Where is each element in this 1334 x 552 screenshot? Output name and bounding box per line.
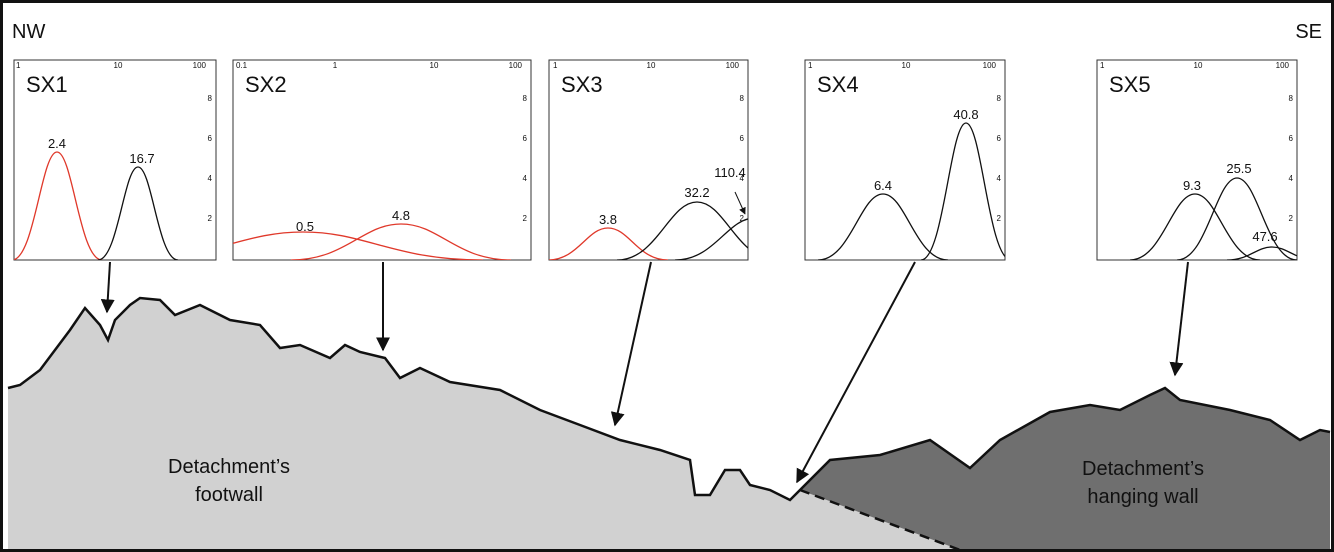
peak-label: 16.7 — [129, 151, 154, 166]
footwall-label: footwall — [195, 484, 263, 506]
peak-label: 0.5 — [296, 219, 314, 234]
top-tick-label: 1 — [808, 61, 813, 70]
top-tick-label: 100 — [1276, 61, 1290, 70]
peak-label: 4.8 — [392, 208, 410, 223]
right-tick-label: 6 — [208, 134, 213, 143]
footwall — [8, 298, 960, 550]
right-tick-label: 8 — [997, 94, 1002, 103]
right-tick-label: 2 — [1289, 214, 1294, 223]
right-tick-label: 8 — [740, 94, 745, 103]
right-tick-label: 6 — [997, 134, 1002, 143]
peak-label: 25.5 — [1226, 161, 1251, 176]
top-tick-label: 1 — [16, 61, 21, 70]
top-tick-label: 10 — [647, 61, 656, 70]
right-tick-label: 2 — [523, 214, 528, 223]
hanging-wall-label: Detachment’s — [1082, 458, 1204, 480]
panel-title: SX1 — [26, 72, 68, 97]
panel-title: SX4 — [817, 72, 859, 97]
right-tick-label: 2 — [997, 214, 1002, 223]
hanging-wall-label: hanging wall — [1087, 486, 1198, 508]
right-tick-label: 6 — [523, 134, 528, 143]
peak-label: 3.8 — [599, 212, 617, 227]
arrow — [1175, 262, 1188, 375]
right-tick-label: 4 — [1289, 174, 1294, 183]
peak-label: 40.8 — [953, 107, 978, 122]
peak-label: 32.2 — [684, 185, 709, 200]
peak-label: 6.4 — [874, 178, 892, 193]
peak-label: 2.4 — [48, 136, 66, 151]
peak-label: 9.3 — [1183, 178, 1201, 193]
top-tick-label: 1 — [1100, 61, 1105, 70]
top-tick-label: 10 — [902, 61, 911, 70]
right-tick-label: 8 — [1289, 94, 1294, 103]
figure: NW SE Detachment’s footwall Detachment’s… — [0, 0, 1334, 552]
top-tick-label: 1 — [333, 61, 338, 70]
footwall-label: Detachment’s — [168, 456, 290, 478]
right-tick-label: 2 — [208, 214, 213, 223]
peak-label: 110.4 — [714, 165, 746, 180]
se-label: SE — [1295, 21, 1322, 43]
arrow — [107, 262, 110, 312]
top-tick-label: 100 — [193, 61, 207, 70]
panel-title: SX5 — [1109, 72, 1151, 97]
peak-label: 47.6 — [1252, 229, 1277, 244]
top-tick-label: 10 — [430, 61, 439, 70]
right-tick-label: 4 — [208, 174, 213, 183]
top-tick-label: 100 — [726, 61, 740, 70]
panel-title: SX2 — [245, 72, 287, 97]
top-tick-label: 100 — [509, 61, 523, 70]
panel-title: SX3 — [561, 72, 603, 97]
right-tick-label: 6 — [1289, 134, 1294, 143]
right-tick-label: 8 — [523, 94, 528, 103]
right-tick-label: 4 — [523, 174, 528, 183]
top-tick-label: 0.1 — [236, 61, 248, 70]
top-tick-label: 10 — [1194, 61, 1203, 70]
right-tick-label: 6 — [740, 134, 745, 143]
top-tick-label: 10 — [114, 61, 123, 70]
nw-label: NW — [12, 21, 45, 43]
right-tick-label: 4 — [997, 174, 1002, 183]
top-tick-label: 100 — [983, 61, 997, 70]
arrow — [615, 262, 651, 425]
top-tick-label: 1 — [553, 61, 558, 70]
right-tick-label: 8 — [208, 94, 213, 103]
